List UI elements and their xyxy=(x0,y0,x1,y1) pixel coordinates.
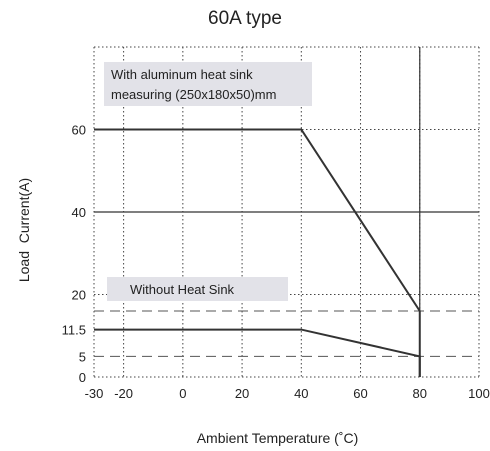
series-line-with-heat-sink xyxy=(94,128,421,377)
x-tick-label: 60 xyxy=(353,386,367,401)
annotation-text: Without Heat Sink xyxy=(130,282,235,297)
x-tick-label: 20 xyxy=(235,386,249,401)
x-tick-label: -30 xyxy=(85,386,104,401)
y-tick-label: 60 xyxy=(72,123,86,138)
x-tick-label: -20 xyxy=(114,386,133,401)
x-tick-label: 0 xyxy=(179,386,186,401)
chart-title: 60A type xyxy=(208,8,282,29)
x-tick-label: 100 xyxy=(468,386,490,401)
annotation-box xyxy=(104,62,312,106)
series-line-without-heat-sink xyxy=(94,328,421,377)
x-tick-label: 80 xyxy=(413,386,427,401)
x-tick-label: 40 xyxy=(294,386,308,401)
y-tick-label: 11.5 xyxy=(62,323,86,338)
y-tick-label: 0 xyxy=(79,370,86,385)
annotation-text: With aluminum heat sink xyxy=(111,67,253,82)
y-tick-label: 20 xyxy=(72,288,86,303)
y-tick-label: 5 xyxy=(79,349,86,364)
annotation-text: measuring (250x180x50)mm xyxy=(111,87,276,102)
y-tick-label: 40 xyxy=(72,205,86,220)
x-axis-label: Ambient Temperature (˚C) xyxy=(196,430,359,446)
annotation-box xyxy=(107,277,288,301)
